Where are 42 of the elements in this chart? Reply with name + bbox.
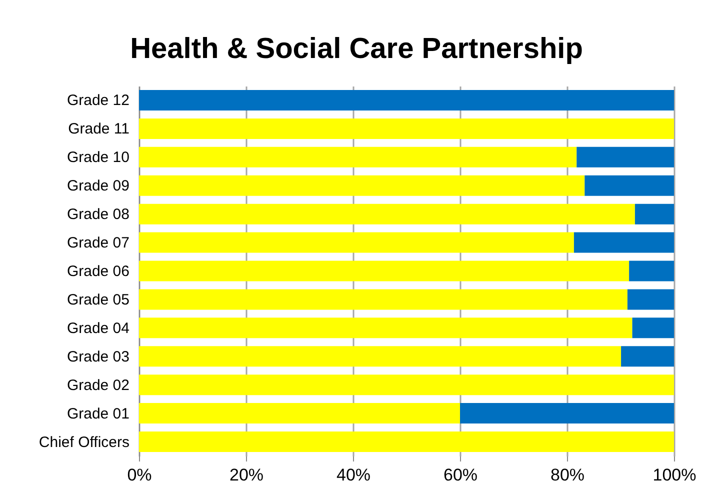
bar <box>629 260 674 282</box>
bar <box>574 232 674 253</box>
bar <box>576 146 674 168</box>
bar <box>139 90 674 110</box>
y-tick-label: Grade 05 <box>66 291 130 308</box>
x-tick-label: 0% <box>127 466 152 484</box>
x-tick-label: 40% <box>336 466 371 484</box>
y-tick-label: Grade 08 <box>66 206 130 224</box>
bar <box>621 346 674 367</box>
bar <box>139 374 674 396</box>
x-tick-label: 60% <box>443 466 478 484</box>
x-tick-label: 80% <box>550 466 585 484</box>
y-tick-label: Chief Officers <box>38 434 130 451</box>
y-tick-label: Grade 03 <box>66 348 130 366</box>
chart-title: Health & Social Care Partnership <box>130 33 583 65</box>
bar <box>634 204 674 224</box>
y-tick-label: Grade 06 <box>66 263 130 280</box>
bar <box>139 232 574 253</box>
y-tick-label: Grade 10 <box>66 149 130 166</box>
bar <box>460 403 674 424</box>
bar <box>584 175 674 196</box>
x-tick-label: 20% <box>229 466 264 484</box>
bar <box>139 204 635 224</box>
y-tick-label: Grade 09 <box>66 178 130 195</box>
bar <box>139 118 674 139</box>
bar <box>139 289 628 310</box>
y-tick-label: Grade 02 <box>66 376 130 394</box>
y-tick-label: Grade 11 <box>68 120 130 138</box>
bar <box>139 432 674 452</box>
y-tick-label: Grade 12 <box>66 92 130 110</box>
bar <box>139 175 585 196</box>
y-tick-label: Grade 04 <box>66 320 130 337</box>
bar <box>139 318 632 338</box>
bar <box>139 346 622 367</box>
y-tick-label: Grade 01 <box>66 405 130 422</box>
bar <box>139 146 577 168</box>
bar <box>632 318 674 338</box>
bar <box>139 260 630 282</box>
y-tick-label: Grade 07 <box>66 234 130 252</box>
bar <box>139 403 460 424</box>
x-tick-label: 100% <box>652 466 696 484</box>
bar <box>627 289 674 310</box>
